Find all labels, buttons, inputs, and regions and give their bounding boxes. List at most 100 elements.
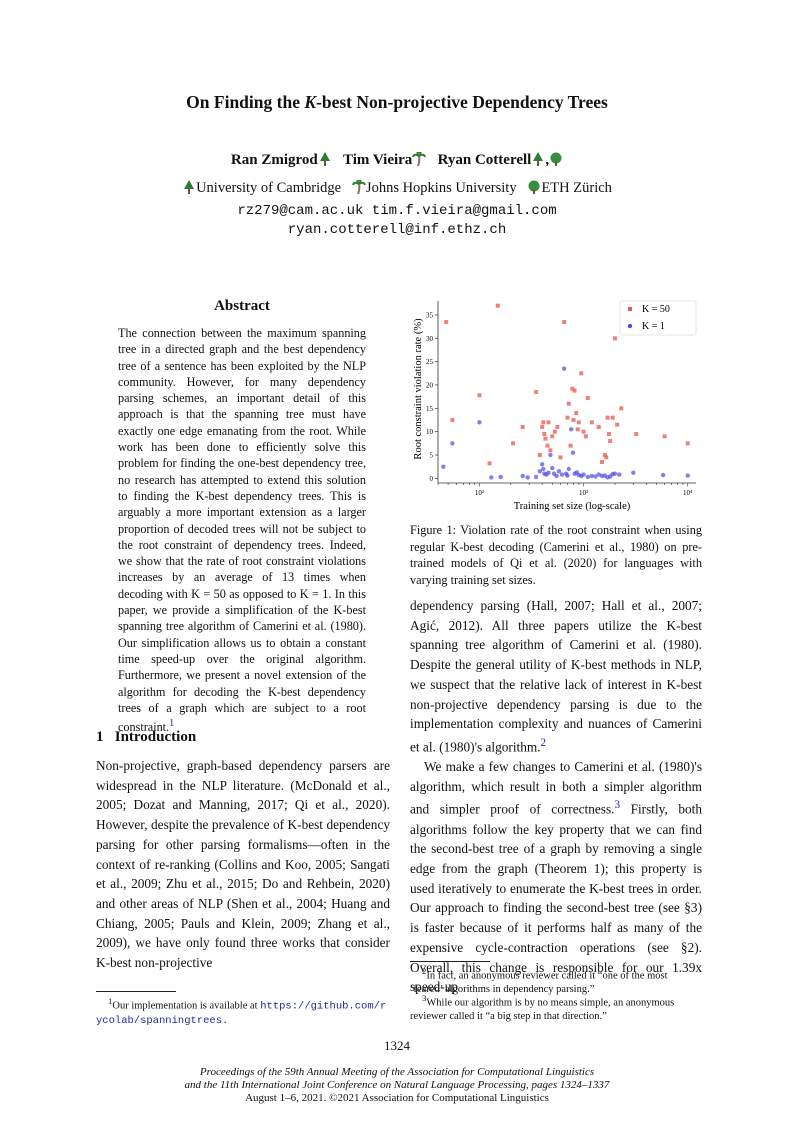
author-list: Ran Zmigrod Tim Vieira Ryan Cotterell,: [0, 150, 794, 169]
data-point-k50: [575, 427, 580, 432]
footnote-mark[interactable]: 1: [169, 718, 175, 730]
data-point-k50: [537, 453, 542, 457]
abstract-heading: Abstract: [214, 298, 270, 314]
abstract-body: The connection between the maximum spann…: [118, 326, 366, 735]
data-point-k50: [568, 443, 573, 448]
footnote-mark[interactable]: 3: [614, 799, 620, 812]
data-point-k1: [566, 466, 571, 472]
email-link[interactable]: rz279@cam.ac.uk: [237, 203, 364, 219]
x-tick-label: 10³: [579, 489, 588, 497]
affiliation: Johns Hopkins University: [365, 180, 517, 196]
data-point-k50: [566, 401, 571, 406]
y-tick-label: 20: [426, 382, 434, 390]
chart-marks: [441, 303, 690, 480]
data-point-k50: [572, 388, 577, 393]
data-point-k1: [565, 473, 570, 478]
data-point-k1: [533, 474, 539, 480]
right-column: dependency parsing (Hall, 2007; Hall et …: [410, 596, 702, 997]
data-point-k1: [561, 366, 567, 371]
data-point-k1: [570, 450, 576, 455]
data-point-k50: [602, 453, 607, 457]
data-point-k50: [574, 411, 579, 415]
data-point-k50: [662, 434, 667, 439]
data-point-k1: [568, 427, 574, 432]
data-point-k50: [583, 434, 588, 439]
data-point-k50: [534, 390, 539, 394]
data-point-k50: [571, 418, 576, 422]
repo-link[interactable]: https://github.com/rycolab/spanningtrees…: [96, 1000, 387, 1027]
paragraph-text: dependency parsing (Hall, 2007; Hall et …: [410, 598, 702, 755]
data-point-k50: [541, 420, 546, 425]
data-point-k50: [548, 448, 553, 453]
data-point-k50: [542, 432, 547, 436]
data-point-k50: [581, 429, 586, 434]
data-point-k1: [581, 472, 586, 477]
data-point-k50: [555, 425, 560, 429]
legend-marker-k1: [627, 323, 633, 329]
data-point-k1: [498, 474, 503, 480]
data-point-k50: [685, 441, 690, 446]
paper-title: On Finding the K-best Non-projective Dep…: [186, 92, 608, 112]
y-tick-label: 35: [426, 312, 434, 320]
footnote-mark[interactable]: 2: [540, 736, 547, 749]
data-point-k1: [546, 470, 551, 475]
affiliation: ETH Zürich: [541, 180, 612, 196]
footnote-3: 3While our algorithm is by no means simp…: [410, 993, 675, 1022]
data-point-k1: [548, 452, 553, 458]
data-point-k50: [634, 432, 639, 436]
data-point-k50: [545, 443, 550, 448]
data-point-k50: [444, 320, 449, 324]
data-point-k1: [489, 475, 494, 480]
data-point-k50: [585, 396, 590, 401]
evergreen-tree-icon: [531, 152, 545, 166]
footnote-text: While our algorithm is by no means simpl…: [410, 997, 675, 1022]
paragraph: dependency parsing (Hall, 2007; Hall et …: [410, 596, 702, 757]
data-point-k1: [550, 465, 555, 471]
data-point-k50: [579, 371, 584, 376]
email-link[interactable]: tim.f.vieira@gmail.com: [371, 203, 557, 219]
paragraph: We make a few changes to Camerini et al.…: [410, 757, 702, 997]
y-tick-label: 15: [426, 405, 434, 413]
paragraph-text: Firstly, both algorithms follow the key …: [410, 801, 702, 995]
data-point-k50: [565, 415, 570, 420]
data-point-k1: [593, 474, 598, 479]
x-tick-label: 10²: [475, 489, 484, 497]
section-heading: 1 Introduction: [96, 729, 197, 745]
footnote-text: In fact, an anonymous reviewer called it…: [410, 970, 668, 995]
email-link[interactable]: ryan.cotterell@inf.ethz.ch: [287, 222, 507, 238]
proceedings-line: and the 11th International Joint Confere…: [184, 1079, 610, 1091]
data-point-k50: [605, 415, 610, 420]
author-name: Ryan Cotterell: [437, 152, 532, 168]
y-axis-label: Root constraint violation rate (%): [413, 318, 424, 460]
data-point-k50: [604, 455, 609, 460]
data-point-k50: [612, 336, 617, 341]
paragraph-text: We make a few changes to Camerini et al.…: [410, 759, 702, 817]
palm-tree-icon: [412, 150, 427, 167]
proceedings-line: Proceedings of the 59th Annual Meeting o…: [199, 1066, 595, 1078]
affiliation: University of Cambridge: [196, 180, 342, 196]
data-point-k50: [619, 406, 624, 411]
deciduous-tree-icon: [527, 180, 541, 194]
footnote-text: Our implementation is available at: [112, 1000, 258, 1012]
data-point-k50: [599, 460, 604, 464]
data-point-k1: [631, 470, 636, 475]
data-point-k50: [589, 420, 594, 425]
data-point-k1: [525, 475, 530, 480]
data-point-k50: [520, 425, 525, 429]
data-point-k50: [487, 461, 492, 466]
y-tick-label: 10: [426, 428, 434, 436]
data-point-k50: [576, 420, 581, 425]
violation-rate-chart: 0 5 10 15 20 25 30 35 10² 10³ 10⁴ K = 50 K = 1 Tra…: [413, 300, 697, 512]
data-point-k50: [615, 422, 620, 427]
data-point-k50: [570, 386, 575, 391]
author-name: Tim Vieira: [343, 152, 413, 168]
data-point-k50: [562, 320, 567, 324]
data-point-k50: [558, 455, 563, 460]
intro-paragraph: Non-projective, graph-based dependency p…: [96, 758, 390, 971]
data-point-k1: [685, 473, 690, 478]
abstract-text: The connection between the maximum spann…: [118, 325, 366, 735]
data-point-k1: [559, 472, 565, 477]
affiliation-list: University of Cambridge Johns Hopkins Un…: [0, 178, 794, 197]
data-point-k50: [495, 303, 500, 308]
data-point-k50: [608, 439, 613, 443]
